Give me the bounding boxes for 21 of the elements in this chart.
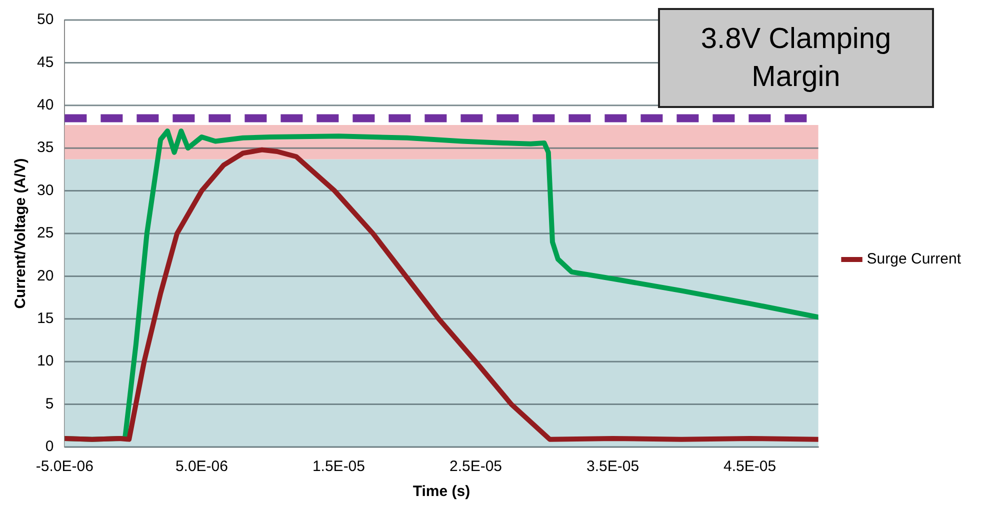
y-tick-label: 0 — [45, 438, 54, 456]
y-tick-label: 45 — [36, 54, 54, 71]
y-tick-label: 5 — [45, 395, 54, 412]
y-tick-label: 25 — [36, 224, 54, 242]
y-tick-label: 50 — [36, 11, 54, 28]
y-tick-label: 40 — [36, 96, 54, 114]
legend-label: Surge Current — [866, 250, 962, 268]
y-tick-label: 10 — [36, 352, 54, 370]
y-tick-label: 30 — [36, 182, 54, 199]
x-tick-label: 5.0E-06 — [175, 458, 228, 476]
x-tick-label: 3.5E-05 — [586, 458, 640, 476]
y-tick-label: 20 — [36, 267, 54, 284]
x-tick-label: -5.0E-06 — [36, 458, 94, 476]
x-tick-label: 1.5E-05 — [312, 458, 365, 476]
x-tick-label: 4.5E-05 — [724, 458, 776, 476]
annotation: 3.8V Clamping Margin — [658, 8, 934, 108]
y-axis-title: Current/Voltage (A/V) — [12, 158, 30, 309]
y-tick-label: 35 — [36, 139, 54, 156]
x-axis-title: Time (s) — [412, 483, 470, 500]
x-tick-label: 2.5E-05 — [449, 458, 502, 476]
y-tick-label: 15 — [36, 310, 54, 328]
